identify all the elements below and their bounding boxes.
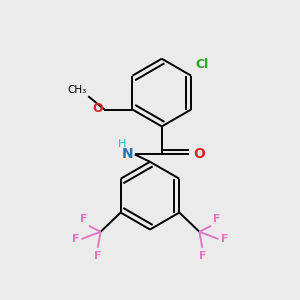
Text: N: N xyxy=(122,146,133,161)
Text: F: F xyxy=(94,251,101,261)
Text: O: O xyxy=(193,147,205,161)
Text: O: O xyxy=(92,102,103,116)
Text: F: F xyxy=(199,251,206,261)
Text: CH₃: CH₃ xyxy=(68,85,87,95)
Text: F: F xyxy=(221,234,228,244)
Text: H: H xyxy=(118,139,126,149)
Text: F: F xyxy=(72,234,79,244)
Text: F: F xyxy=(80,214,87,224)
Text: Cl: Cl xyxy=(196,58,209,71)
Text: F: F xyxy=(213,214,220,224)
